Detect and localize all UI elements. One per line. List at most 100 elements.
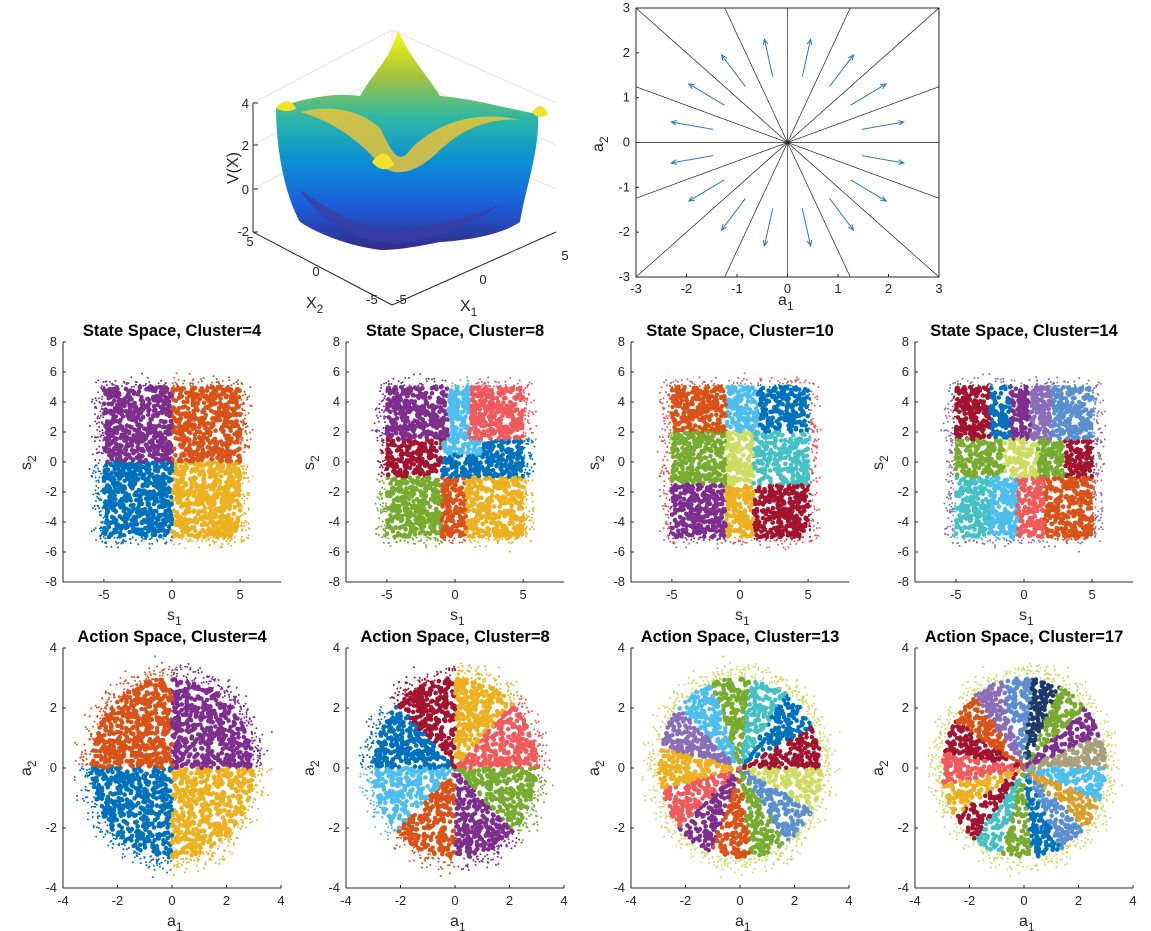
scatter-point <box>180 443 186 449</box>
scatter-point <box>91 507 94 510</box>
scatter-point <box>477 406 483 412</box>
scatter-point <box>443 411 449 417</box>
scatter-point <box>95 448 98 451</box>
scatter-point <box>469 418 475 423</box>
scatter-point <box>243 539 245 542</box>
scatter-point <box>100 526 102 529</box>
scatter-point <box>217 480 223 485</box>
scatter-point <box>153 424 158 429</box>
scatter-point <box>137 430 143 435</box>
scatter-point <box>163 419 168 425</box>
scatter-point <box>376 478 379 481</box>
scatter-point <box>474 415 479 421</box>
scatter-point <box>215 508 220 513</box>
scatter-point <box>383 397 386 400</box>
scatter-points <box>371 373 538 553</box>
scatter-point <box>483 381 486 384</box>
scatter-point <box>423 541 425 544</box>
scatter-point <box>93 465 96 468</box>
scatter-point <box>215 417 220 423</box>
scatter-point <box>377 509 380 512</box>
scatter-point <box>251 428 254 431</box>
scatter-point <box>485 510 491 516</box>
scatter-point <box>215 377 218 380</box>
scatter-point <box>242 394 244 397</box>
scatter-point <box>449 411 455 417</box>
scatter-point <box>129 410 135 416</box>
scatter-point <box>451 382 454 385</box>
scatter-point <box>496 436 501 441</box>
scatter-point <box>164 499 169 504</box>
scatter-point <box>122 538 125 541</box>
direction-arrow <box>850 179 887 202</box>
scatter-point <box>204 430 210 435</box>
scatter-point <box>160 525 165 531</box>
scatter-point <box>403 499 408 505</box>
scatter-point <box>385 506 391 511</box>
scatter-point <box>463 461 468 466</box>
scatter-point <box>99 435 102 438</box>
scatter-point <box>433 453 438 459</box>
scatter-point <box>472 482 478 488</box>
y-tick-label: -3 <box>618 269 630 284</box>
scatter-point <box>429 464 435 470</box>
scatter-point <box>221 379 224 382</box>
scatter-point <box>382 473 385 476</box>
scatter-point <box>414 496 420 502</box>
scatter-point <box>197 530 203 536</box>
scatter-point <box>139 520 145 526</box>
scatter-point <box>432 482 437 487</box>
scatter-point <box>186 532 191 538</box>
scatter-point <box>129 443 135 448</box>
scatter-point <box>227 542 230 545</box>
scatter-point <box>148 508 154 513</box>
scatter-point <box>247 412 250 415</box>
scatter-point <box>146 493 152 499</box>
scatter-point <box>240 485 242 488</box>
scatter-point <box>412 532 418 537</box>
scatter-point <box>237 446 242 452</box>
scatter-point <box>112 426 118 431</box>
scatter-point <box>217 382 220 384</box>
scatter-point <box>101 529 104 532</box>
scatter-point <box>251 475 254 478</box>
scatter-point <box>90 400 93 403</box>
scatter-point <box>482 471 488 477</box>
scatter-point <box>225 415 231 421</box>
scatter-point <box>118 435 123 441</box>
scatter-point <box>172 384 175 387</box>
scatter-point <box>388 512 393 518</box>
scatter-point <box>404 377 407 379</box>
scatter-point <box>240 398 243 401</box>
scatter-point <box>250 405 253 407</box>
scatter-point <box>112 502 118 508</box>
scatter-point <box>520 433 525 439</box>
x-tick-label: -1 <box>731 281 743 296</box>
scatter-point <box>249 431 252 434</box>
scatter-point <box>169 468 175 474</box>
scatter-point <box>484 516 490 522</box>
scatter-point <box>160 424 165 430</box>
scatter-point <box>402 524 407 529</box>
scatter-point <box>96 417 99 420</box>
scatter-point <box>199 378 202 381</box>
scatter-point <box>221 384 224 387</box>
scatter-point <box>381 450 384 452</box>
scatter-point <box>488 459 494 464</box>
scatter-point <box>187 437 192 443</box>
scatter-point <box>90 530 93 533</box>
scatter-point <box>117 514 123 519</box>
scatter-point <box>415 458 420 464</box>
scatter-point <box>438 430 443 435</box>
scatter-point <box>438 512 443 517</box>
scatter-point <box>181 399 186 405</box>
scatter-point <box>245 521 248 524</box>
scatter-point <box>208 452 213 457</box>
scatter-point <box>415 475 421 480</box>
scatter-point <box>101 408 104 410</box>
scatter-point <box>423 531 428 537</box>
scatter-point <box>465 442 471 448</box>
scatter-point <box>177 378 180 381</box>
direction-arrow <box>721 198 746 231</box>
scatter-point <box>178 476 184 482</box>
